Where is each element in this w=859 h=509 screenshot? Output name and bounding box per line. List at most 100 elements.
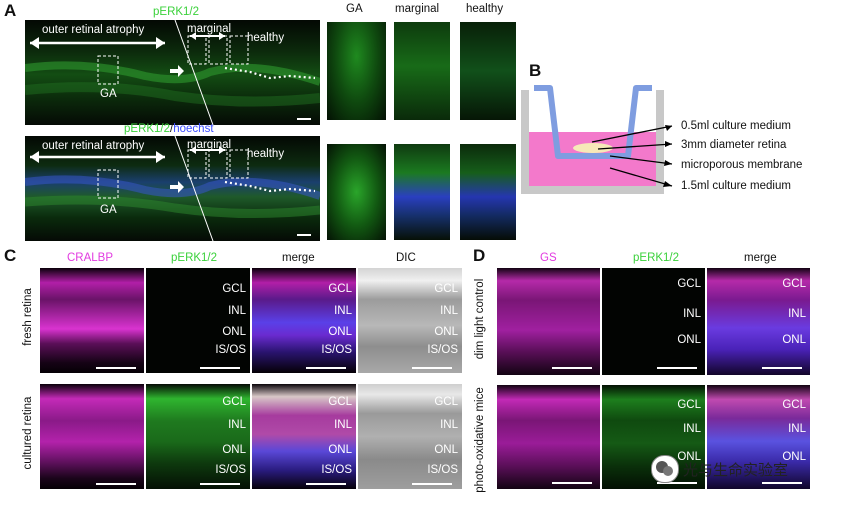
panel-a-healthy-label-top: healthy	[247, 32, 285, 44]
layer-label-gcl: GCL	[782, 278, 806, 290]
panel-c-col-header-dic: DIC	[396, 252, 416, 264]
panel-a-atrophy-label-top: outer retinal atrophy	[42, 24, 145, 36]
panel-letter-d: D	[473, 246, 486, 265]
layer-label-isos: IS/OS	[321, 464, 352, 476]
layer-label-onl: ONL	[434, 326, 458, 338]
panel-a-col-header-ga: GA	[346, 3, 363, 15]
panel-c-col-header-perk: pERK1/2	[171, 252, 218, 264]
panel-letter-c: C	[4, 246, 17, 265]
layer-label-inl: INL	[334, 419, 352, 431]
scale-bar	[762, 482, 802, 484]
panel-d-col-header-gs: GS	[540, 252, 557, 264]
scale-bar	[412, 367, 452, 369]
panel-a-overview-image-bottom	[25, 136, 320, 241]
panel-a-healthy-label-bottom: healthy	[247, 148, 285, 160]
layer-label-gcl: GCL	[782, 399, 806, 411]
layer-label-inl: INL	[334, 305, 352, 317]
scale-bar	[306, 367, 346, 369]
scale-bar	[657, 367, 697, 369]
layer-label-onl: ONL	[782, 451, 806, 463]
panel-a-zoom-ga-bottom	[327, 144, 386, 240]
panel-d-control-gs	[497, 268, 600, 375]
scale-bar	[200, 367, 240, 369]
scale-bar	[552, 367, 592, 369]
panel-a-marginal-label-top: marginal	[187, 23, 232, 35]
panel-c-cultured-perk: GCL INL ONL IS/OS	[146, 384, 250, 489]
layer-label-onl: ONL	[677, 451, 701, 463]
panel-a-atrophy-label-bottom: outer retinal atrophy	[42, 140, 145, 152]
wechat-logo-icon	[651, 455, 679, 483]
panel-d-col-header-perk: pERK1/2	[633, 252, 680, 264]
panel-a-stain-label-bottom: pERK1/2/hoechst	[124, 123, 214, 135]
panel-b-label-membrane: microporous membrane	[681, 159, 803, 171]
panel-b-pointer-lines	[591, 125, 673, 187]
layer-label-isos: IS/OS	[215, 344, 246, 356]
panel-c-fresh-dic: GCL INL ONL IS/OS	[358, 268, 462, 373]
panel-c-fresh-cralbp	[40, 268, 144, 373]
layer-label-gcl: GCL	[434, 283, 458, 295]
panel-letter-b: B	[529, 61, 542, 80]
panel-a-zoom-healthy-top	[460, 22, 516, 120]
panel-c-row-label-cultured: cultured retina	[22, 396, 34, 470]
panel-c-row-label-fresh: fresh retina	[22, 288, 34, 346]
layer-label-inl: INL	[683, 308, 701, 320]
layer-label-inl: INL	[228, 419, 246, 431]
panel-c-col-header-merge: merge	[282, 252, 315, 264]
panel-d-row-label-control: dim light control	[474, 278, 486, 360]
panel-d-photo-gs	[497, 385, 600, 489]
panel-letter-a: A	[4, 1, 17, 20]
scale-bar	[297, 234, 311, 236]
layer-label-gcl: GCL	[677, 399, 701, 411]
layer-label-isos: IS/OS	[215, 464, 246, 476]
scale-bar	[297, 118, 311, 120]
layer-label-inl: INL	[228, 305, 246, 317]
panel-a-zoom-healthy-bottom	[460, 144, 516, 240]
panel-c-col-header-cralbp: CRALBP	[67, 252, 114, 264]
layer-label-onl: ONL	[222, 326, 246, 338]
layer-label-isos: IS/OS	[427, 464, 458, 476]
layer-label-inl: INL	[788, 308, 806, 320]
panel-c-cultured-cralbp	[40, 384, 144, 489]
layer-label-inl: INL	[788, 423, 806, 435]
panel-d-control-merge: GCL INL ONL	[707, 268, 810, 375]
layer-label-onl: ONL	[677, 334, 701, 346]
panel-b-label-retina: 3mm diameter retina	[681, 139, 787, 151]
layer-label-inl: INL	[440, 419, 458, 431]
panel-c-cultured-merge: GCL INL ONL IS/OS	[252, 384, 356, 489]
panel-c-cultured-dic: GCL INL ONL IS/OS	[358, 384, 462, 489]
panel-d-control-perk: GCL INL ONL	[602, 268, 705, 375]
scale-bar	[657, 482, 697, 484]
panel-a-col-header-marginal: marginal	[395, 3, 440, 15]
watermark-text: 光与生命实验室	[683, 462, 789, 479]
panel-c-fresh-merge: GCL INL ONL IS/OS	[252, 268, 356, 373]
panel-d-row-label-photo-oxidative: photo-oxidative mice	[474, 387, 486, 493]
panel-a-zoom-marginal-bottom	[394, 144, 450, 240]
panel-b-label-lower-medium: 1.5ml culture medium	[681, 180, 791, 192]
scale-bar	[412, 483, 452, 485]
panel-c-fresh-perk: GCL INL ONL IS/OS	[146, 268, 250, 373]
panel-a-overview-image-top	[25, 20, 320, 125]
panel-a-col-header-healthy: healthy	[466, 3, 504, 15]
scale-bar	[96, 483, 136, 485]
panel-a-ga-label-top: GA	[100, 88, 117, 100]
panel-a-stain-label-top: pERK1/2	[153, 6, 200, 18]
panel-b-label-upper-medium: 0.5ml culture medium	[681, 120, 791, 132]
layer-label-gcl: GCL	[434, 396, 458, 408]
layer-label-inl: INL	[683, 423, 701, 435]
layer-label-inl: INL	[440, 305, 458, 317]
layer-label-gcl: GCL	[222, 396, 246, 408]
panel-d-col-header-merge: merge	[744, 252, 777, 264]
layer-label-onl: ONL	[782, 334, 806, 346]
panel-a-ga-label-bottom: GA	[100, 204, 117, 216]
layer-label-isos: IS/OS	[427, 344, 458, 356]
panel-a-zoom-ga-top	[327, 22, 386, 120]
layer-label-onl: ONL	[328, 326, 352, 338]
layer-label-gcl: GCL	[677, 278, 701, 290]
layer-label-onl: ONL	[434, 444, 458, 456]
layer-label-gcl: GCL	[328, 396, 352, 408]
scale-bar	[762, 367, 802, 369]
scale-bar	[96, 367, 136, 369]
layer-label-gcl: GCL	[328, 283, 352, 295]
panel-a-zoom-marginal-top	[394, 22, 450, 120]
layer-label-onl: ONL	[328, 444, 352, 456]
